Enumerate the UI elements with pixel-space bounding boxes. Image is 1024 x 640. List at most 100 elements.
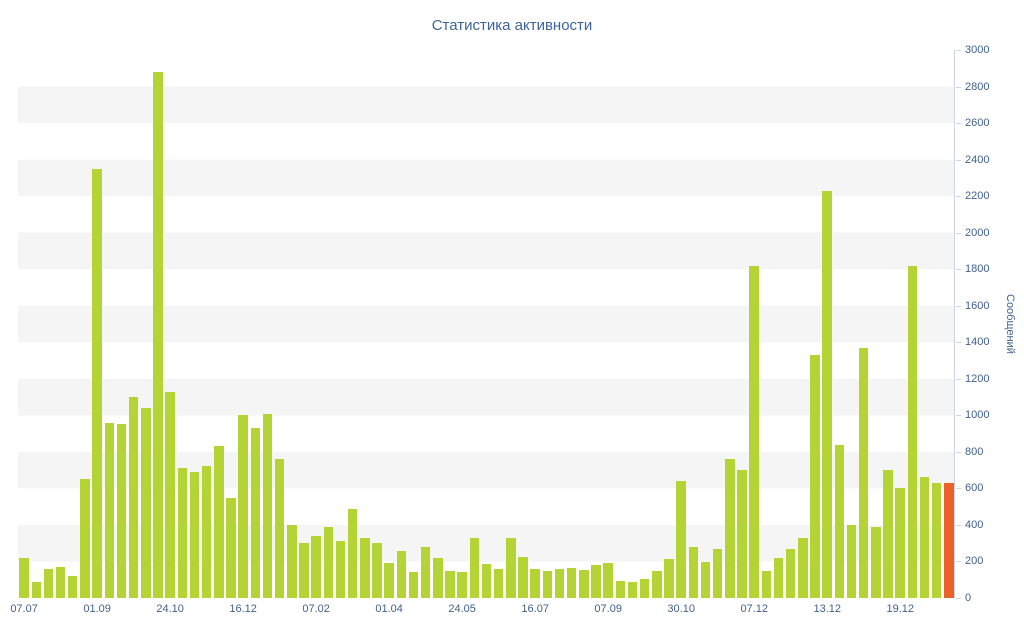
- bar[interactable]: [457, 571, 467, 598]
- bar[interactable]: [481, 564, 492, 598]
- bar[interactable]: [141, 408, 151, 598]
- bar[interactable]: [68, 576, 78, 598]
- y-axis-tick: [956, 561, 961, 563]
- x-axis-label: 01.09: [83, 603, 111, 615]
- bar[interactable]: [347, 508, 358, 598]
- bar[interactable]: [798, 537, 808, 598]
- bar[interactable]: [591, 565, 601, 598]
- bar[interactable]: [846, 524, 857, 598]
- bar[interactable]: [433, 557, 443, 598]
- bar[interactable]: [773, 557, 784, 598]
- bar[interactable]: [518, 556, 528, 598]
- bar[interactable]: [664, 558, 674, 598]
- bar[interactable]: [932, 482, 942, 598]
- bar[interactable]: [55, 566, 66, 598]
- bar[interactable]: [676, 481, 686, 598]
- bar[interactable]: [737, 470, 747, 598]
- y-axis-label: 0: [965, 592, 972, 604]
- bar[interactable]: [19, 557, 29, 598]
- bar[interactable]: [858, 347, 869, 598]
- bar[interactable]: [80, 479, 90, 598]
- y-axis-title-wrap: Сообщений: [1000, 50, 1020, 598]
- x-axis-label: 13.12: [813, 603, 841, 615]
- bar[interactable]: [299, 543, 309, 598]
- bar[interactable]: [469, 537, 480, 598]
- bar[interactable]: [274, 459, 285, 598]
- bar[interactable]: [250, 428, 261, 598]
- x-axis-label: 24.05: [448, 603, 476, 615]
- bar[interactable]: [761, 570, 772, 598]
- bar[interactable]: [834, 444, 845, 598]
- bar[interactable]: [408, 571, 419, 598]
- y-axis-tick: [956, 123, 961, 125]
- x-axis-label: 07.09: [594, 603, 622, 615]
- bar[interactable]: [165, 391, 175, 598]
- bar[interactable]: [445, 570, 455, 598]
- y-axis-tick: [956, 50, 961, 51]
- bar[interactable]: [43, 568, 54, 598]
- bar[interactable]: [566, 567, 577, 598]
- bar[interactable]: [652, 570, 662, 598]
- bar[interactable]: [189, 471, 200, 598]
- y-axis-tick: [956, 488, 961, 490]
- bar[interactable]: [822, 190, 832, 598]
- bar[interactable]: [615, 580, 626, 598]
- x-axis-label: 24.10: [156, 603, 184, 615]
- bar[interactable]: [688, 546, 699, 598]
- bar[interactable]: [700, 562, 711, 598]
- bar[interactable]: [335, 541, 346, 598]
- y-axis-label: 800: [965, 445, 984, 458]
- bar[interactable]: [810, 355, 820, 598]
- bar[interactable]: [128, 397, 139, 598]
- bar[interactable]: [639, 578, 650, 598]
- bar[interactable]: [785, 548, 796, 598]
- bar[interactable]: [153, 71, 163, 598]
- bar[interactable]: [883, 470, 893, 598]
- y-axis-label: 1600: [965, 299, 990, 312]
- y-axis-label: 1800: [965, 263, 990, 276]
- bar[interactable]: [579, 569, 589, 598]
- bar[interactable]: [554, 568, 565, 598]
- bar[interactable]: [177, 468, 187, 598]
- plot-area: [18, 50, 955, 598]
- bar[interactable]: [92, 168, 102, 598]
- bar[interactable]: [542, 570, 553, 598]
- bar[interactable]: [907, 265, 918, 598]
- bar[interactable]: [262, 413, 273, 598]
- bar[interactable]: [725, 459, 735, 598]
- bar-highlighted[interactable]: [944, 482, 954, 598]
- y-axis-label: 200: [965, 555, 984, 568]
- bar[interactable]: [311, 535, 321, 598]
- y-axis-label: 2600: [965, 117, 990, 130]
- bar[interactable]: [530, 568, 540, 598]
- bar[interactable]: [287, 524, 297, 598]
- x-axis-label: 07.07: [10, 603, 38, 615]
- bar[interactable]: [116, 424, 127, 598]
- bar[interactable]: [31, 581, 41, 598]
- y-axis: 0 200 400 600 800 1000 1200 1400 1600 1800 2000 220…: [956, 44, 1004, 604]
- bar[interactable]: [201, 466, 212, 598]
- bar[interactable]: [895, 488, 905, 598]
- bar[interactable]: [104, 422, 114, 598]
- bar[interactable]: [871, 526, 881, 598]
- bar[interactable]: [226, 497, 236, 598]
- bar[interactable]: [712, 548, 723, 598]
- y-axis-tick: [956, 269, 961, 271]
- bar[interactable]: [749, 265, 759, 598]
- bar[interactable]: [238, 415, 248, 598]
- bar[interactable]: [506, 537, 516, 598]
- bar[interactable]: [919, 477, 930, 598]
- bar[interactable]: [360, 537, 370, 598]
- x-axis-label: 16.12: [229, 603, 257, 615]
- y-axis-label: 2200: [965, 190, 990, 203]
- bar[interactable]: [396, 550, 407, 598]
- x-axis: 07.07 01.09 24.10 16.12 07.02 01.04 24.05 16.07…: [10, 603, 955, 619]
- bar[interactable]: [323, 526, 334, 598]
- bar[interactable]: [493, 568, 504, 598]
- bar[interactable]: [384, 563, 394, 598]
- bar[interactable]: [603, 563, 613, 598]
- bar[interactable]: [627, 582, 638, 598]
- bar[interactable]: [372, 543, 382, 598]
- bar[interactable]: [214, 446, 224, 598]
- bar[interactable]: [420, 546, 431, 598]
